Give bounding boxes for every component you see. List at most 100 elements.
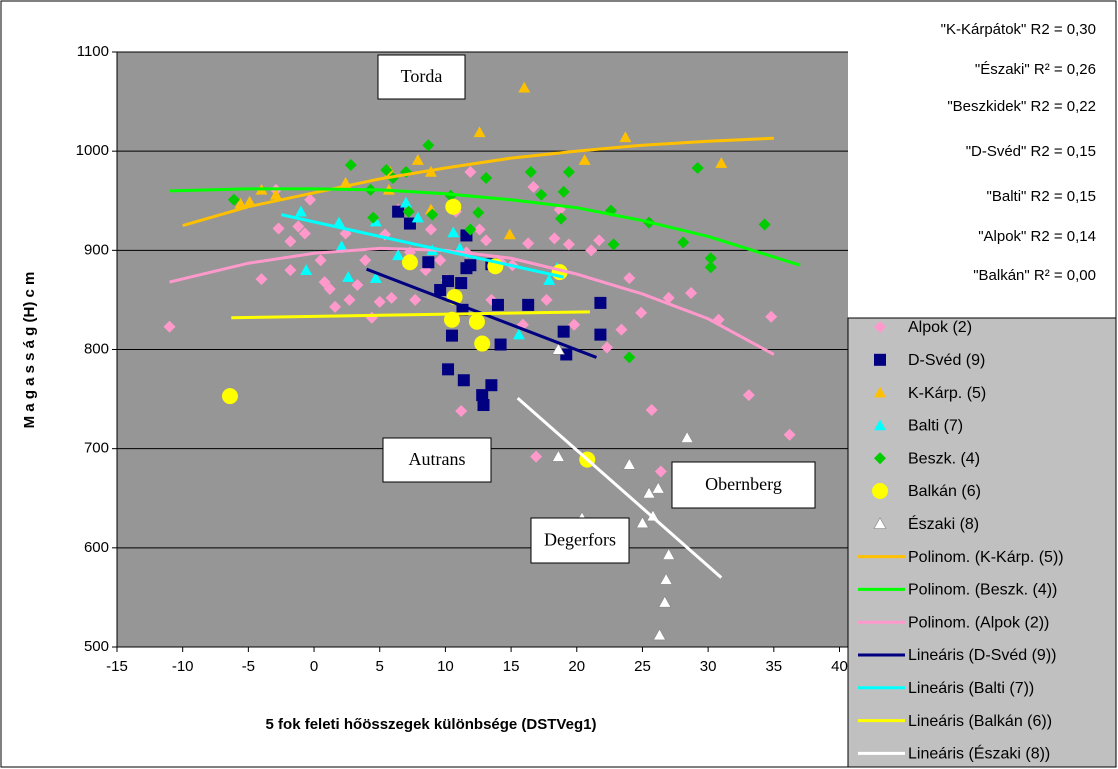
legend-label: Balkán (6) — [908, 483, 981, 500]
site-label: Degerfors — [544, 530, 616, 550]
point — [527, 180, 540, 193]
point — [392, 249, 405, 261]
legend-marker — [872, 483, 888, 499]
point — [691, 162, 704, 175]
point — [333, 216, 346, 228]
point — [445, 198, 462, 215]
point — [578, 154, 591, 165]
trend-line — [169, 246, 775, 356]
point — [402, 205, 415, 218]
point — [742, 389, 755, 402]
r2-label: "Alpok" R2 = 0,14 — [978, 228, 1096, 245]
legend-marker — [874, 321, 886, 333]
x-tick-label: 35 — [765, 658, 782, 675]
point — [662, 548, 676, 560]
point — [473, 223, 486, 236]
point — [635, 306, 648, 319]
point — [314, 254, 327, 267]
point — [551, 342, 565, 355]
point — [473, 126, 486, 138]
point — [411, 154, 424, 165]
point — [243, 195, 256, 207]
legend-marker — [874, 353, 886, 366]
point — [422, 256, 435, 269]
point — [651, 481, 665, 494]
point — [373, 295, 386, 308]
point — [494, 338, 507, 351]
point — [503, 228, 516, 240]
point — [272, 222, 285, 235]
point — [269, 188, 282, 200]
point — [477, 399, 490, 412]
site-label-box — [530, 517, 630, 564]
x-tick-label: 30 — [700, 658, 717, 675]
legend-marker — [873, 517, 887, 529]
x-tick-label: 5 — [376, 658, 384, 675]
legend-label: Lineáris (Balkán (6)) — [908, 713, 1052, 730]
x-tick-label: 15 — [503, 658, 520, 675]
point — [472, 206, 485, 219]
x-tick-label: 10 — [437, 658, 454, 675]
y-tick-label: 800 — [84, 340, 109, 357]
trend-line — [182, 136, 774, 227]
point — [654, 465, 667, 478]
point — [607, 238, 620, 251]
site-label: Obernberg — [705, 474, 782, 494]
point — [359, 254, 372, 267]
point — [447, 226, 460, 238]
y-tick-label: 500 — [84, 638, 109, 655]
y-tick-label: 1000 — [76, 142, 109, 159]
point — [551, 449, 565, 462]
point — [535, 188, 548, 201]
point — [518, 81, 531, 93]
point — [662, 291, 675, 304]
point — [594, 296, 607, 309]
point — [783, 428, 796, 441]
x-tick-label: -10 — [172, 658, 194, 675]
site-label-box — [377, 54, 466, 100]
point — [715, 157, 728, 168]
point — [653, 628, 667, 641]
point — [468, 313, 485, 330]
point — [221, 388, 238, 405]
point — [443, 311, 460, 328]
point — [411, 211, 424, 223]
point — [335, 240, 348, 252]
r2-label: "D-Svéd" R2 = 0,15 — [966, 143, 1096, 160]
point — [422, 139, 435, 152]
point — [426, 208, 439, 221]
site-label: Torda — [401, 66, 443, 86]
point — [594, 328, 607, 341]
legend-label: Polinom. (Alpok (2)) — [908, 614, 1049, 631]
site-label-box — [671, 461, 816, 509]
point — [642, 486, 656, 499]
point — [318, 276, 331, 289]
legend-label: Lineáris (Északi (8)) — [908, 744, 1050, 763]
y-tick-label: 900 — [84, 241, 109, 258]
site-label-box — [382, 437, 492, 483]
point — [385, 291, 398, 304]
point — [255, 273, 268, 286]
point — [344, 159, 357, 172]
point — [557, 185, 570, 198]
point — [522, 298, 535, 311]
point — [424, 223, 437, 236]
y-axis-title: M a g a s s á g (H) c m — [21, 272, 38, 429]
x-tick-label: 40 — [831, 658, 848, 675]
point — [445, 329, 458, 342]
point — [234, 197, 247, 209]
y-tick-label: 1100 — [77, 43, 109, 60]
point — [658, 595, 672, 608]
point — [455, 404, 468, 417]
point — [491, 298, 504, 311]
legend-label: Polinom. (K-Kárp. (5)) — [908, 549, 1064, 566]
point — [163, 320, 176, 333]
point — [543, 274, 556, 285]
point — [600, 341, 613, 354]
point — [367, 211, 380, 224]
point — [557, 325, 570, 338]
legend-label: Polinom. (Beszk. (4)) — [908, 582, 1057, 599]
point — [474, 335, 491, 352]
legend-marker — [874, 419, 886, 431]
